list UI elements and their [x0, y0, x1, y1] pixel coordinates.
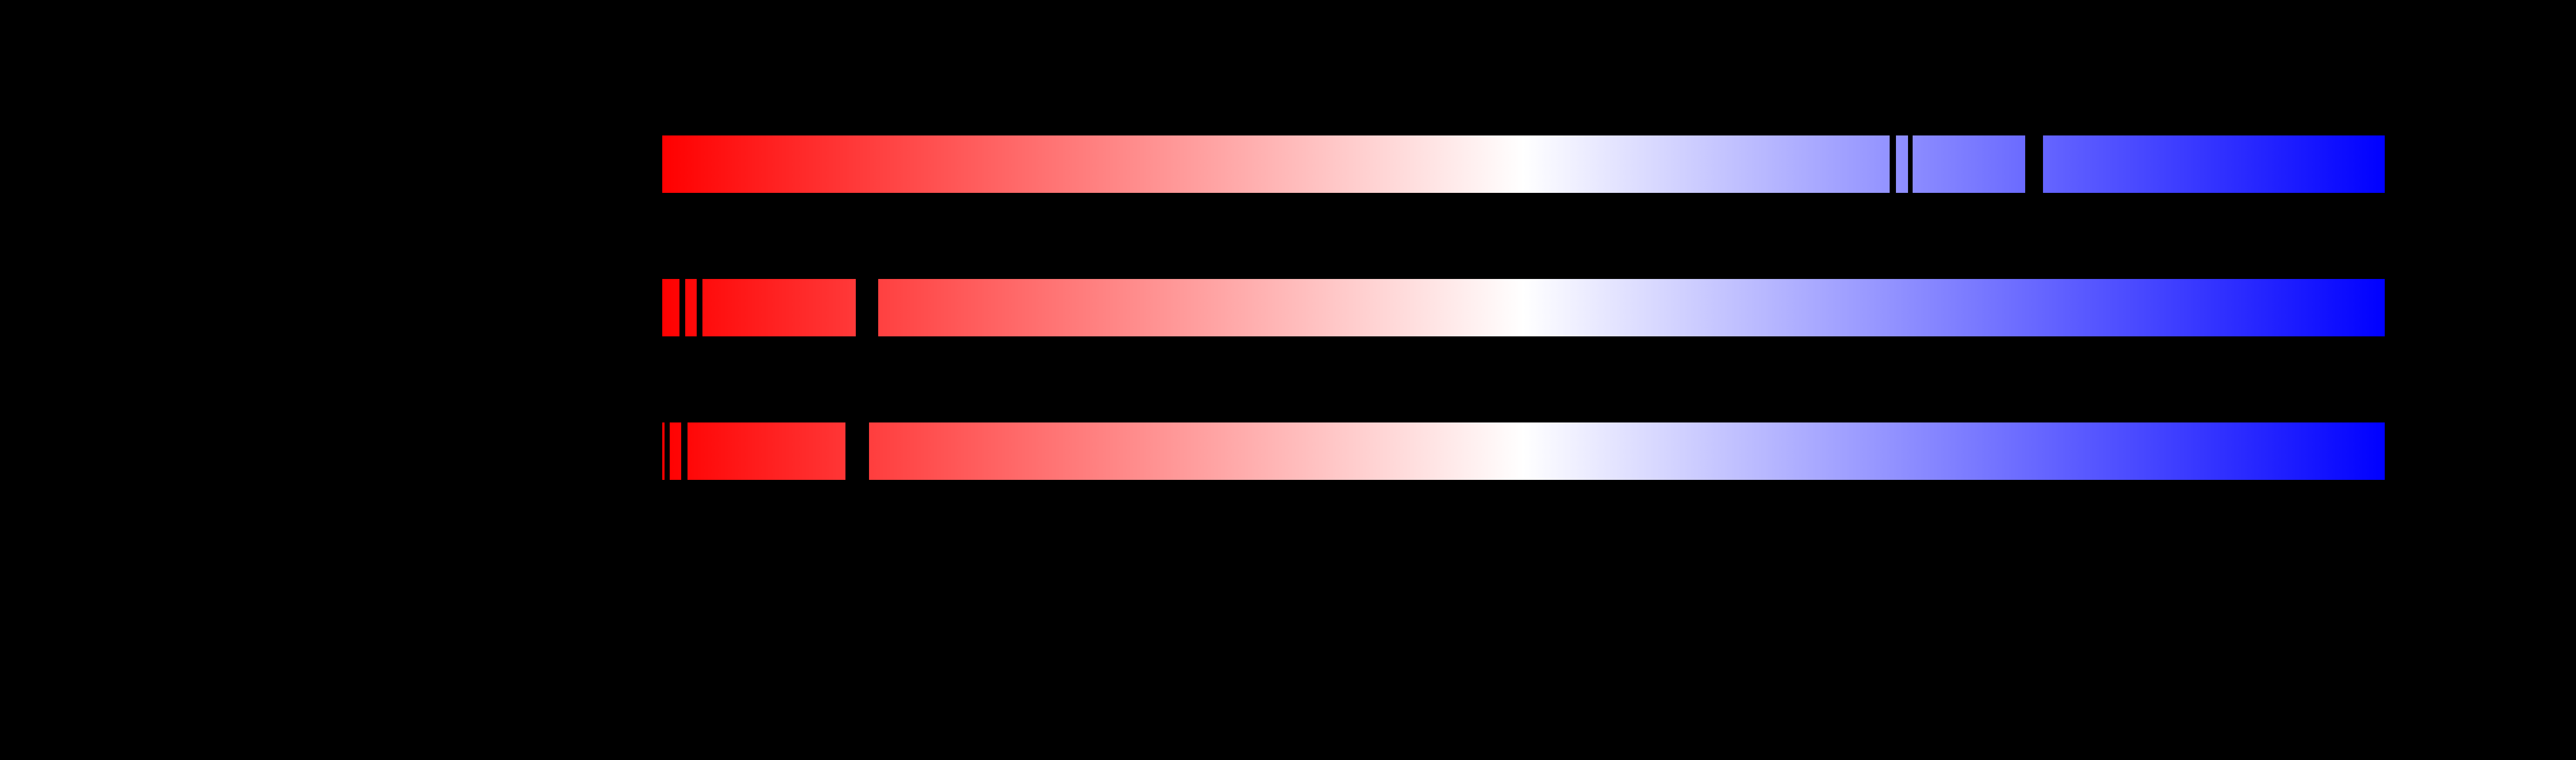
segment-gap [665, 422, 670, 480]
gradient-bar-row-2 [662, 278, 2385, 337]
segment-gap [697, 278, 702, 337]
gradient-bar-row-3 [662, 422, 2385, 480]
segment-gap [856, 278, 878, 337]
segment-gap [1908, 135, 1913, 193]
segment-gap [679, 278, 685, 337]
segment-gap [681, 422, 688, 480]
gradient-bar-row-1 [662, 135, 2385, 193]
segment-gap [845, 422, 869, 480]
segment-gap [2025, 135, 2043, 193]
segment-gap [1890, 135, 1896, 193]
